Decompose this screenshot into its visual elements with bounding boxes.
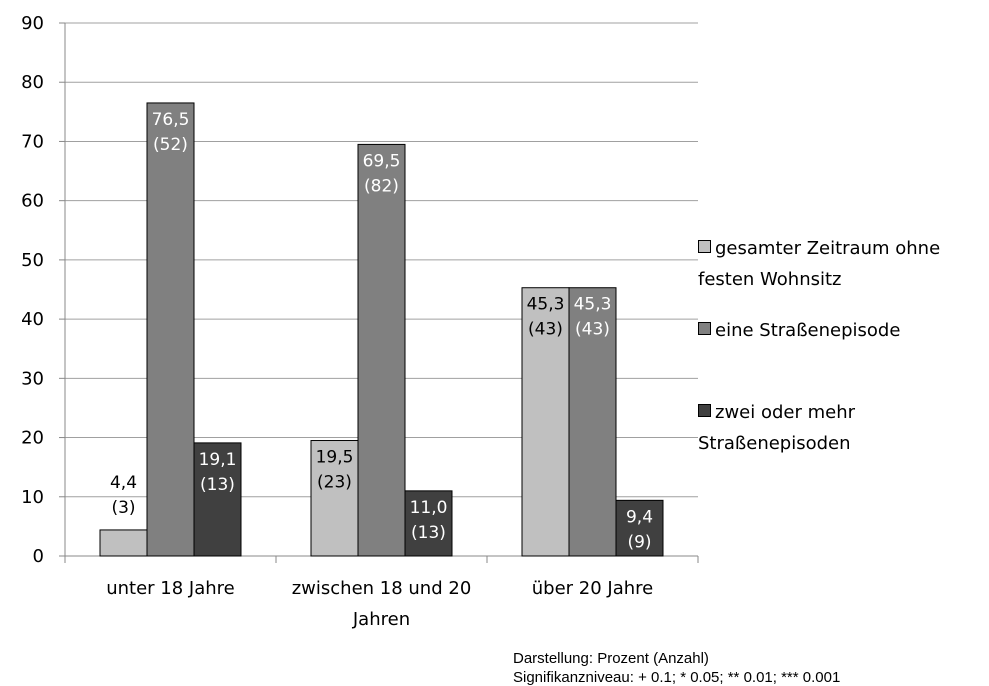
legend-entry: gesamter Zeitraum ohne festen Wohnsitz <box>698 233 988 295</box>
y-tick-label: 30 <box>21 368 44 389</box>
x-tick-label: zwischen 18 und 20 Jahren <box>291 578 472 630</box>
value-label-line: (23) <box>317 473 352 493</box>
value-label-line: 11,0 <box>410 498 448 518</box>
y-tick-label: 90 <box>21 13 44 34</box>
value-label-line: 45,3 <box>574 295 612 315</box>
legend-entry: zwei oder mehr Straßenepisoden <box>698 397 988 459</box>
value-label: 19,5 (23) <box>316 448 354 493</box>
value-label: 76,5 (52) <box>152 110 190 155</box>
value-label-line: 19,5 <box>316 448 354 468</box>
value-label-line: (13) <box>411 523 446 543</box>
value-label-line: (52) <box>153 135 188 155</box>
legend-swatch <box>698 404 711 417</box>
bar <box>615 499 664 557</box>
value-label-line: 4,4 <box>110 473 137 493</box>
value-label-line: (43) <box>528 320 563 340</box>
legend-label: zwei oder mehr Straßenepisoden <box>698 402 856 454</box>
bar <box>357 143 406 557</box>
value-label-line: (3) <box>111 498 135 518</box>
value-label: 69,5 (82) <box>363 151 401 196</box>
bar <box>568 287 617 557</box>
value-label: 11,0 (13) <box>410 498 448 543</box>
y-tick-label: 50 <box>21 250 44 271</box>
value-label-line: (43) <box>575 320 610 340</box>
y-tick-label: 80 <box>21 72 44 93</box>
value-label-line: 9,4 <box>626 507 653 527</box>
y-tick-label: 70 <box>21 131 44 152</box>
legend-label: eine Straßenepisode <box>715 320 901 341</box>
y-tick-label: 20 <box>21 428 44 449</box>
value-label-line: (9) <box>627 532 651 552</box>
footnote: Signifikanzniveau: + 0.1; * 0.05; ** 0.0… <box>513 669 841 686</box>
legend-swatch <box>698 240 711 253</box>
footnote: Darstellung: Prozent (Anzahl) <box>513 650 709 667</box>
bar <box>146 102 195 557</box>
value-label-line: (13) <box>200 475 235 495</box>
y-tick-label: 0 <box>33 546 44 567</box>
value-label-line: (82) <box>364 176 399 196</box>
bar <box>521 287 570 557</box>
value-label: 45,3 (43) <box>527 295 565 340</box>
y-tick-label: 60 <box>21 191 44 212</box>
value-label-line: 19,1 <box>199 450 237 470</box>
legend-label: gesamter Zeitraum ohne festen Wohnsitz <box>698 238 941 290</box>
x-tick-label: unter 18 Jahre <box>106 578 235 599</box>
bar <box>99 529 148 557</box>
bar <box>404 490 453 557</box>
value-label-line: 76,5 <box>152 110 190 130</box>
value-label: 4,4 (3) <box>110 473 137 518</box>
value-label: 19,1 (13) <box>199 450 237 495</box>
y-tick-label: 10 <box>21 487 44 508</box>
y-tick-label: 40 <box>21 309 44 330</box>
value-label: 45,3 (43) <box>574 295 612 340</box>
legend-entry: eine Straßenepisode <box>698 315 988 346</box>
bar <box>193 442 242 557</box>
value-label-line: 45,3 <box>527 295 565 315</box>
value-label: 9,4 (9) <box>626 507 653 552</box>
value-label-line: 69,5 <box>363 151 401 171</box>
bar <box>310 440 359 557</box>
legend-swatch <box>698 322 711 335</box>
x-tick-label: über 20 Jahre <box>531 578 654 599</box>
